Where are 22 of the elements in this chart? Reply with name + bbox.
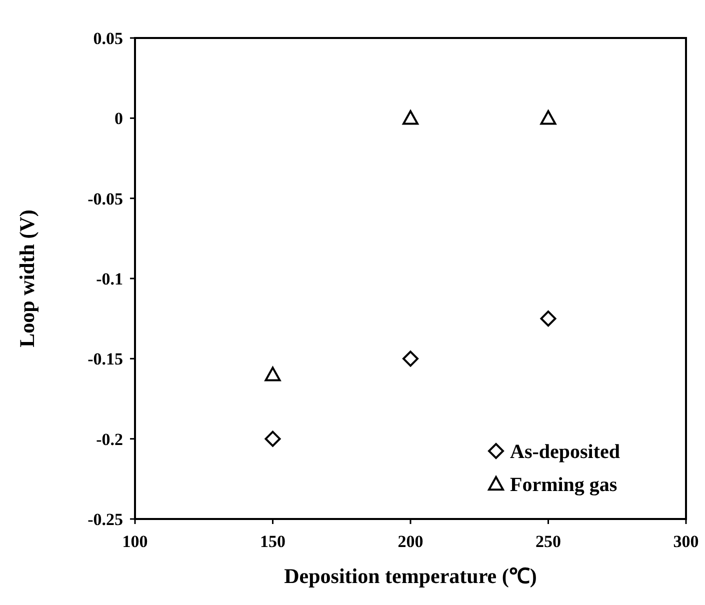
x-tick-label: 150 bbox=[260, 532, 286, 551]
point bbox=[402, 110, 418, 125]
point bbox=[402, 350, 418, 367]
y-tick-label: -0.2 bbox=[96, 430, 123, 449]
x-tick-label: 100 bbox=[122, 532, 148, 551]
y-tick-label: 0 bbox=[114, 109, 123, 128]
point bbox=[540, 110, 556, 125]
x-axis-title: Deposition temperature (℃) bbox=[284, 564, 537, 588]
y-tick-label: -0.15 bbox=[88, 350, 123, 369]
point bbox=[540, 310, 556, 327]
legend-label: As-deposited bbox=[510, 441, 620, 463]
y-tick-label: 0.05 bbox=[93, 28, 123, 48]
x-tick-label: 300 bbox=[673, 532, 699, 551]
y-axis-title: Loop width (V) bbox=[15, 210, 39, 348]
x-tick-label: 250 bbox=[536, 532, 561, 551]
y-tick-label: -0.1 bbox=[96, 269, 123, 288]
point bbox=[264, 366, 281, 382]
legend-label: Forming gas bbox=[510, 474, 618, 496]
y-tick-label: -0.25 bbox=[88, 510, 123, 529]
x-tick-label: 200 bbox=[398, 532, 424, 551]
point bbox=[264, 430, 281, 447]
y-tick-label: -0.05 bbox=[88, 189, 123, 208]
